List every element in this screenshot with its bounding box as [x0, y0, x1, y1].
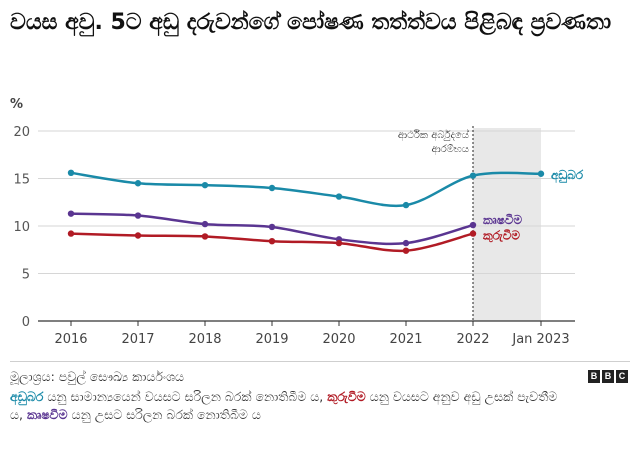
- series-label-wasting: කෘෂවීම: [482, 213, 522, 227]
- y-tick-label: 20: [13, 125, 30, 140]
- y-tick-label: 10: [13, 220, 30, 235]
- series-line-underweight: [69, 171, 543, 208]
- bbc-logo-letter: B: [588, 370, 600, 383]
- annotation-text: ආරම්භය: [431, 143, 469, 155]
- data-point-stunting: [134, 232, 142, 239]
- data-point-wasting: [67, 210, 75, 217]
- data-point-underweight: [67, 169, 75, 176]
- x-tick-label: 2017: [121, 332, 154, 347]
- line-chart: 0 5 10 15 20 2016 2017 2018 2019 2020 2021 2022 Jan …: [13, 125, 584, 347]
- series-label-underweight: අඩුබර: [551, 168, 584, 184]
- data-point-stunting: [268, 238, 276, 245]
- bbc-logo: B B C: [588, 370, 628, 383]
- y-axis-unit: %: [10, 97, 24, 112]
- data-point-underweight: [335, 193, 343, 200]
- data-point-underweight: [201, 181, 209, 189]
- data-point-underweight: [268, 184, 276, 192]
- y-tick-label: 15: [13, 173, 30, 188]
- data-point-wasting: [134, 212, 142, 219]
- note-term-stunting: කුරුවීම: [327, 389, 366, 404]
- note-term-wasting: කෘෂවීම: [26, 407, 68, 422]
- y-tick-label: 0: [22, 315, 30, 330]
- data-point-underweight: [134, 180, 142, 187]
- note-text-1: යනු සාමාන්‍යයෙන් වයසට සරිලන බරක් නොතිබීම…: [43, 389, 328, 404]
- chart-title: වයස අවු. 5ට අඩු දරුවන්ගේ පෝෂණ තත්ත්වය පි…: [10, 10, 612, 35]
- data-point-underweight: [537, 170, 545, 177]
- footer-divider: [10, 361, 630, 362]
- note-text-3: යනු උසට සරිලන බරක් නොතිබීම ය: [67, 407, 261, 422]
- data-point-stunting: [201, 233, 209, 240]
- data-point-wasting: [402, 239, 410, 247]
- data-point-stunting: [402, 247, 410, 254]
- x-tick-label: 2020: [322, 332, 355, 347]
- crisis-shaded-region: [473, 128, 541, 321]
- bbc-logo-letter: B: [602, 370, 614, 383]
- data-point-underweight: [402, 201, 410, 209]
- series-label-stunting: කුරුවීම: [482, 229, 520, 244]
- bbc-logo-letter: C: [616, 370, 628, 383]
- x-tick-label: 2019: [255, 332, 288, 347]
- y-tick-label: 5: [22, 268, 30, 283]
- x-tick-label: 2018: [188, 332, 221, 347]
- data-point-wasting: [268, 223, 276, 231]
- x-tick-label: 2016: [54, 332, 87, 347]
- data-point-stunting: [335, 239, 343, 247]
- data-point-underweight: [469, 172, 477, 179]
- annotation-text: ආර්ථික අර්බුදයේ: [398, 128, 469, 141]
- data-point-wasting: [201, 220, 209, 228]
- source-text: මූලාශ්‍රය: පවුල් සෞඛ්‍ය කාර්යංශය: [10, 369, 184, 384]
- x-tick-label: 2022: [456, 332, 489, 347]
- definitions-note: අඩුබර යනු සාමාන්‍යයෙන් වයසට සරිලන බරක් න…: [10, 388, 570, 424]
- note-term-underweight: අඩුබර: [10, 389, 44, 404]
- data-point-stunting: [67, 230, 75, 237]
- x-tick-label: Jan 2023: [511, 332, 569, 347]
- x-tick-label: 2021: [389, 332, 422, 347]
- data-point-stunting: [469, 230, 477, 237]
- note-text-2: යනු වයසට අනුව අඩු උසක් පැවතීම ය,: [10, 389, 558, 422]
- data-point-wasting: [469, 221, 477, 229]
